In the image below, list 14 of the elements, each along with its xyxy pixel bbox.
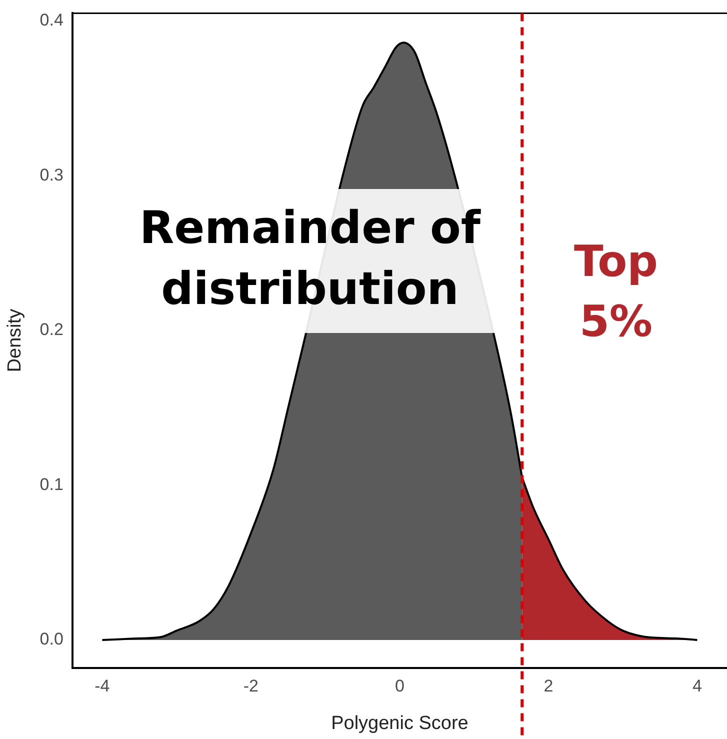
y-axis-title: Density	[4, 308, 26, 372]
x-tick-label: 2	[544, 676, 554, 696]
x-axis-title: Polygenic Score	[331, 712, 468, 734]
x-tick-label: 4	[692, 676, 702, 696]
y-tick-label: 0.3	[40, 165, 64, 184]
x-tick-label: -2	[243, 676, 259, 696]
y-tick-label: 0.1	[40, 474, 64, 494]
x-tick-label: 0	[394, 676, 404, 696]
y-tick-label: 0.2	[40, 320, 64, 340]
annotation: Remainder of distribution	[138, 200, 482, 317]
x-tick-label: -4	[94, 676, 110, 696]
y-tick-label: 0.0	[40, 630, 64, 649]
annotation: Top 5%	[573, 236, 659, 350]
y-tick-label: 0.4	[40, 10, 64, 30]
